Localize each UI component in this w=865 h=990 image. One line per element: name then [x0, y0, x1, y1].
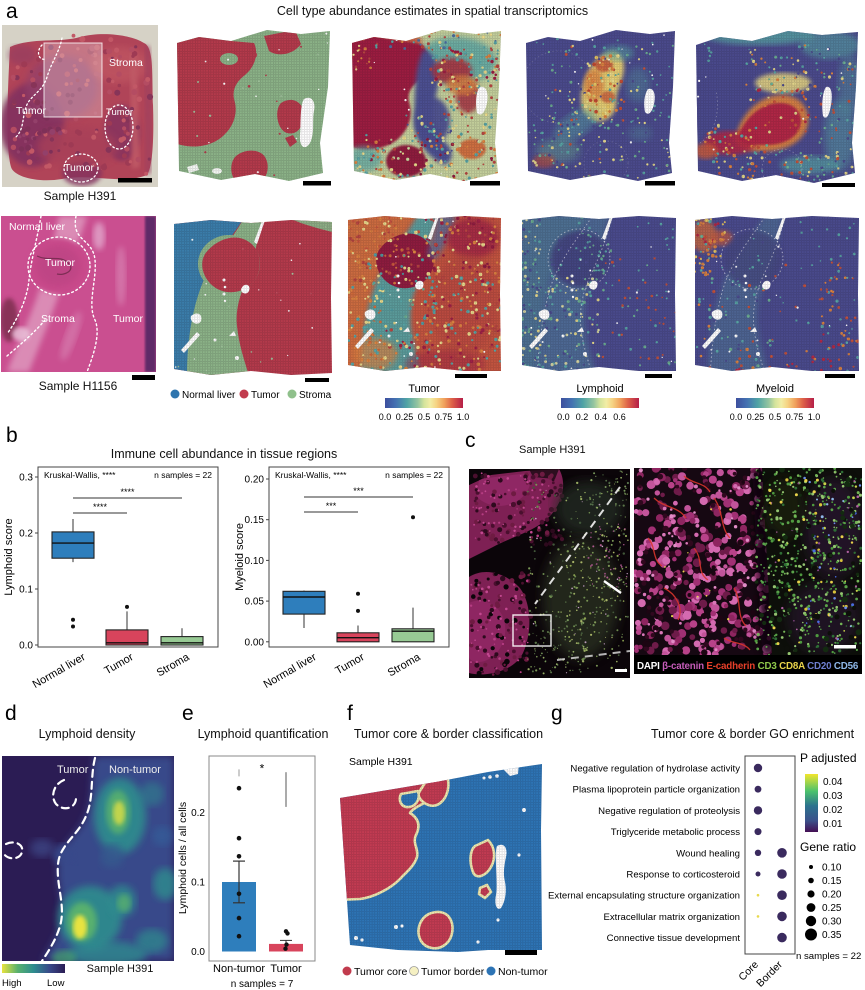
svg-text:0.2: 0.2 [576, 412, 589, 422]
svg-text:0.25: 0.25 [747, 412, 765, 422]
svg-text:0.25: 0.25 [396, 412, 414, 422]
svg-text:Tumor: Tumor [102, 651, 135, 677]
svg-text:Normal liver: Normal liver [262, 651, 319, 688]
svg-text:***: *** [326, 501, 337, 511]
svg-text:Stroma: Stroma [41, 313, 75, 325]
svg-text:Tumor: Tumor [106, 107, 133, 118]
svg-text:Normal liver: Normal liver [9, 221, 66, 233]
svg-text:0.00: 0.00 [245, 637, 265, 648]
svg-text:Stroma: Stroma [109, 57, 143, 69]
svg-text:n samples = 22: n samples = 22 [154, 470, 212, 480]
svg-text:0.10: 0.10 [245, 556, 265, 567]
svg-text:Tumor: Tumor [64, 162, 94, 174]
svg-text:0.5: 0.5 [418, 412, 431, 422]
svg-text:1.0: 1.0 [808, 412, 821, 422]
svg-text:n samples = 22: n samples = 22 [385, 470, 443, 480]
svg-text:Tumor: Tumor [333, 651, 366, 677]
svg-text:Kruskal-Wallis, ****: Kruskal-Wallis, **** [275, 470, 347, 480]
svg-text:0.0: 0.0 [730, 412, 743, 422]
svg-text:****: **** [93, 502, 108, 512]
svg-text:0.75: 0.75 [435, 412, 453, 422]
svg-text:Stroma: Stroma [299, 390, 332, 401]
svg-text:Lymphoid: Lymphoid [576, 383, 623, 395]
svg-text:Kruskal-Wallis, ****: Kruskal-Wallis, **** [44, 470, 116, 480]
svg-text:0.0: 0.0 [19, 641, 33, 652]
svg-text:Myeloid: Myeloid [756, 383, 794, 395]
svg-text:0.1: 0.1 [19, 585, 33, 596]
svg-text:Normal liver: Normal liver [182, 390, 236, 401]
svg-text:0.15: 0.15 [245, 515, 265, 526]
svg-text:Tumor: Tumor [45, 257, 75, 269]
svg-text:1.0: 1.0 [457, 412, 470, 422]
svg-text:Stroma: Stroma [155, 651, 192, 680]
svg-text:Stroma: Stroma [386, 651, 423, 680]
svg-text:0.0: 0.0 [379, 412, 392, 422]
svg-text:Myeloid score: Myeloid score [234, 523, 246, 591]
svg-text:Tumor: Tumor [408, 383, 440, 395]
svg-text:***: *** [353, 486, 364, 496]
svg-text:0.5: 0.5 [769, 412, 782, 422]
svg-text:0.75: 0.75 [786, 412, 804, 422]
svg-text:0.20: 0.20 [245, 475, 265, 486]
svg-text:0.2: 0.2 [19, 529, 33, 540]
svg-text:Normal liver: Normal liver [31, 651, 88, 688]
svg-text:Tumor: Tumor [16, 105, 46, 117]
svg-text:0.4: 0.4 [595, 412, 608, 422]
svg-text:Lymphoid score: Lymphoid score [3, 518, 15, 595]
svg-text:0.3: 0.3 [19, 473, 33, 484]
svg-text:0.0: 0.0 [557, 412, 570, 422]
svg-text:Tumor: Tumor [251, 390, 280, 401]
svg-text:0.05: 0.05 [245, 597, 265, 608]
svg-text:Tumor: Tumor [113, 313, 143, 325]
svg-text:0.6: 0.6 [613, 412, 626, 422]
svg-text:****: **** [120, 487, 135, 497]
